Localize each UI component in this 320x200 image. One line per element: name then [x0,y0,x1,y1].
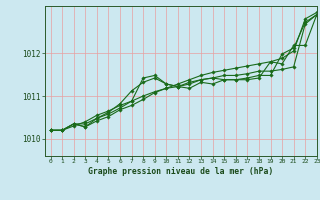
X-axis label: Graphe pression niveau de la mer (hPa): Graphe pression niveau de la mer (hPa) [88,167,273,176]
